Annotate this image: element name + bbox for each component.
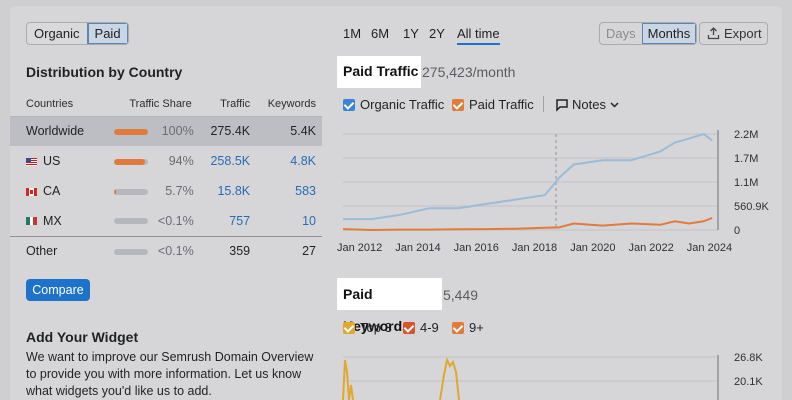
widget-description: We want to improve our Semrush Domain Ov… — [26, 350, 314, 398]
x-tick-label: Jan 2024 — [687, 242, 732, 254]
us-flag-icon — [26, 157, 37, 166]
export-label: Export — [724, 26, 762, 41]
range-all-time[interactable]: All time — [457, 26, 500, 45]
paid-traffic-value: 275,423/month — [422, 64, 516, 80]
organic-tab[interactable]: Organic — [34, 26, 80, 41]
share-value: 100% — [147, 116, 200, 146]
x-tick-label: Jan 2014 — [395, 242, 440, 254]
country-name: MX — [10, 206, 98, 236]
legend-organic-traffic[interactable]: Organic Traffic — [343, 97, 444, 112]
legend-top-3[interactable]: Top 3 — [343, 320, 392, 335]
series-top-3-peak — [439, 356, 460, 400]
y-tick-label: 560.9K — [734, 201, 770, 213]
y-tick-label: 1.7M — [734, 153, 758, 165]
paid-keywords-title: Paid Keywords — [337, 278, 442, 334]
keywords-value: 5.4K — [256, 116, 322, 146]
range-6m[interactable]: 6M — [371, 26, 390, 41]
table-row[interactable]: MX <0.1% 757 10 — [10, 206, 322, 236]
ca-flag-icon — [26, 187, 37, 196]
share-bar — [98, 206, 148, 236]
legend-divider — [543, 96, 544, 112]
y-tick-label: 0 — [734, 225, 740, 237]
granularity-toggle: Days Months — [599, 22, 698, 45]
y-tick-label: 1.1M — [734, 177, 758, 189]
traffic-link[interactable]: 757 — [229, 213, 251, 228]
traffic-link[interactable]: 258.5K — [210, 154, 251, 168]
col-traffic-share[interactable]: Traffic Share — [97, 92, 200, 117]
x-tick-label: Jan 2020 — [570, 242, 615, 254]
months-button[interactable]: Months — [641, 23, 697, 44]
x-tick-label: Jan 2018 — [512, 242, 557, 254]
keywords-value: 27 — [256, 235, 322, 266]
organic-paid-toggle: Organic Paid — [26, 22, 129, 45]
share-value: 94% — [168, 154, 194, 168]
keywords-link[interactable]: 583 — [295, 184, 316, 198]
x-tick-label: Jan 2016 — [454, 242, 499, 254]
share-bar — [98, 176, 148, 206]
series-top-3 — [342, 359, 354, 400]
series-line-paid-traffic — [342, 217, 713, 232]
traffic-link[interactable]: 15.8K — [217, 184, 251, 198]
country-name: Worldwide — [10, 116, 98, 146]
paid-keywords-value: 5,449 — [443, 287, 479, 303]
share-bar — [97, 235, 148, 266]
export-button[interactable]: Export — [699, 22, 768, 45]
keywords-link[interactable]: 10 — [302, 213, 316, 228]
table-row[interactable]: CA 5.7% 15.8K 583 — [10, 176, 322, 206]
table-row[interactable]: US 94% 258.5K 4.8K — [10, 146, 322, 176]
traffic-value: 275.4K — [199, 116, 257, 146]
share-value: 5.7% — [165, 184, 194, 198]
mx-flag-icon — [26, 217, 37, 226]
export-icon — [707, 27, 720, 40]
range-1m[interactable]: 1M — [343, 26, 362, 41]
chevron-down-icon — [610, 101, 619, 108]
col-countries[interactable]: Countries — [10, 92, 98, 117]
share-bar — [98, 146, 148, 176]
y-tick-label: 20.1K — [734, 376, 763, 388]
paid-traffic-title: Paid Traffic — [337, 56, 421, 88]
checkbox-icon — [452, 98, 464, 111]
checkbox-icon — [343, 321, 355, 334]
x-tick-label: Jan 2022 — [629, 242, 674, 254]
col-keywords[interactable]: Keywords — [256, 92, 322, 117]
legend-paid-traffic[interactable]: Paid Traffic — [452, 97, 534, 112]
distribution-title: Distribution by Country — [26, 64, 183, 80]
range-2y[interactable]: 2Y — [429, 26, 445, 41]
country-name: Other — [10, 235, 98, 266]
col-traffic[interactable]: Traffic — [199, 92, 257, 117]
paid-tab[interactable]: Paid — [86, 23, 128, 44]
share-bar — [97, 116, 148, 146]
table-row[interactable]: Worldwide 100% 275.4K 5.4K — [10, 116, 322, 146]
checkbox-icon — [452, 321, 464, 334]
y-tick-label: 2.2M — [734, 129, 758, 141]
notes-icon — [556, 98, 568, 112]
x-tick-label: Jan 2012 — [337, 242, 382, 254]
country-name: CA — [10, 176, 98, 206]
widget-title: Add Your Widget — [26, 329, 139, 345]
traffic-value: 359 — [199, 235, 257, 266]
legend-4-9[interactable]: 4-9 — [403, 320, 439, 335]
table-row[interactable]: Other <0.1% 359 27 — [10, 235, 322, 266]
share-value: <0.1% — [147, 235, 200, 266]
series-line-organic-traffic — [343, 132, 713, 221]
days-button[interactable]: Days — [606, 26, 636, 41]
compare-button[interactable]: Compare — [26, 279, 90, 301]
keywords-link[interactable]: 4.8K — [290, 154, 316, 168]
range-1y[interactable]: 1Y — [403, 26, 419, 41]
y-tick-label: 26.8K — [734, 352, 763, 364]
legend-9-plus[interactable]: 9+ — [452, 320, 484, 335]
checkbox-icon — [343, 98, 355, 111]
country-name: US — [10, 146, 98, 176]
checkbox-icon — [403, 321, 415, 334]
notes-dropdown[interactable]: Notes — [556, 97, 619, 112]
distribution-table: Countries Traffic Share Traffic Keywords… — [10, 92, 322, 266]
share-value: <0.1% — [157, 213, 194, 228]
